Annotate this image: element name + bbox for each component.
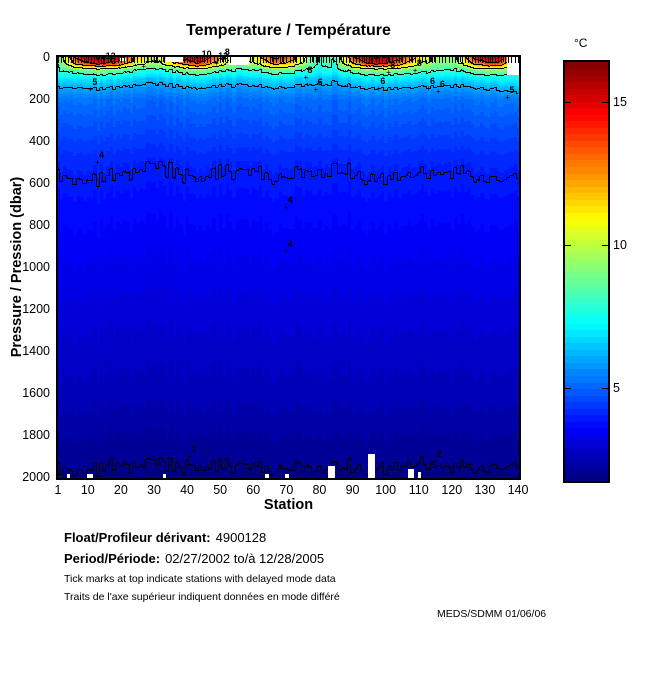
x-tick-label: 120: [441, 483, 463, 497]
contour-label-marker: +: [141, 61, 147, 71]
contour-label: 4: [287, 195, 293, 206]
contour-label: 8: [307, 64, 313, 75]
float-id-value: 4900128: [215, 530, 267, 545]
contour-label-marker: +: [435, 86, 441, 96]
x-tick-label: 80: [312, 483, 327, 497]
y-tick-label: 1400: [22, 344, 50, 358]
contour-label-marker: +: [313, 84, 319, 94]
x-tick-label: 100: [375, 483, 397, 497]
contour-label-marker: +: [187, 452, 193, 461]
period-value: 02/27/2002 to/à 12/28/2005: [165, 551, 325, 566]
contour-label-marker: +: [412, 65, 418, 75]
heatmap-canvas: [58, 57, 519, 478]
y-tick-label: 200: [29, 92, 50, 106]
x-axis-title: Station: [263, 497, 314, 513]
contour-label: 6: [429, 76, 435, 87]
y-tick-label: 0: [43, 50, 50, 64]
contour-label-marker: +: [88, 84, 94, 94]
contour-label: 4: [99, 150, 105, 160]
x-tick-label: 140: [507, 483, 529, 497]
colorbar-canvas: [565, 62, 608, 481]
contour-label: 5: [92, 76, 98, 87]
contour-label-marker: +: [197, 57, 203, 67]
contour-label: 2: [191, 444, 197, 454]
colorbar: [563, 60, 610, 483]
y-tick-label: 1800: [22, 428, 50, 442]
note-french: Traits de l'axe supérieur indiquent donn…: [64, 591, 340, 603]
y-tick-label: 2000: [22, 470, 50, 484]
contour-label: 10: [145, 53, 156, 64]
contour-label-marker: +: [101, 59, 107, 69]
contour-label: 2: [436, 448, 442, 459]
contour-label-marker: +: [505, 92, 511, 102]
colorbar-tick-label: 15: [613, 95, 627, 109]
contour-label: 5: [509, 84, 515, 95]
x-tick-label: 30: [147, 483, 161, 497]
contour-label: 10: [201, 49, 212, 60]
y-tick-label: 800: [29, 218, 50, 232]
contour-label-marker: +: [214, 59, 219, 69]
contour-label-marker: +: [220, 54, 226, 64]
y-tick-label: 1000: [22, 260, 50, 274]
colorbar-tick-label: 5: [613, 381, 620, 395]
y-tick-label: 1600: [22, 386, 50, 400]
x-tick-label: 10: [80, 483, 95, 497]
x-tick-label: 130: [474, 483, 496, 497]
contour-label: 12: [105, 51, 116, 62]
x-tick-label: 60: [246, 483, 261, 497]
y-tick-label: 600: [29, 176, 50, 190]
x-tick-label: 70: [279, 483, 294, 497]
contour-label-marker: +: [303, 72, 309, 82]
contour-label: 4: [287, 239, 293, 250]
float-id-line: Float/Profileur dérivant: 4900128: [64, 530, 266, 545]
colorbar-tick-label: 10: [613, 238, 627, 252]
contour-label-marker: +: [386, 67, 391, 77]
x-tick-label: 40: [180, 483, 195, 497]
contour-label: 6: [317, 76, 323, 87]
colorbar-unit: °C: [574, 36, 588, 50]
chart-title: Temperature / Température: [186, 22, 391, 39]
plot-area: 12 +10 +5 +4 +10 +12 +8 +8 +6 +4 +4 +8 +6 +8 +6 +6 +5 +2 +…: [56, 47, 521, 480]
contour-label: 8: [416, 57, 422, 68]
contour-label-marker: +: [283, 203, 289, 213]
x-tick-label: 20: [113, 483, 128, 497]
contour-label-marker: +: [95, 158, 100, 167]
contour-label: 8: [390, 59, 396, 70]
contour-label: 8: [224, 46, 230, 57]
x-tick-label: 50: [213, 483, 228, 497]
y-tick-label: 1200: [22, 302, 50, 316]
float-id-label: Float/Profileur dérivant:: [64, 530, 211, 545]
contour-label: 6: [439, 78, 445, 89]
note-english: Tick marks at top indicate stations with…: [64, 573, 336, 585]
credit-stamp: MEDS/SDMM 01/06/06: [437, 608, 547, 620]
x-tick-label: 110: [408, 483, 429, 497]
contour-label-marker: +: [425, 84, 431, 94]
x-tick-label: 1: [54, 483, 62, 497]
contour-label-marker: +: [376, 84, 381, 94]
contour-label-marker: +: [432, 456, 438, 466]
y-tick-label: 400: [29, 134, 50, 148]
contour-label: 12: [218, 51, 229, 62]
x-tick-label: 90: [345, 483, 360, 497]
contour-label: 6: [380, 76, 386, 87]
contour-label-marker: +: [283, 247, 289, 257]
period-label: Period/Période:: [64, 551, 161, 566]
period-line: Period/Période: 02/27/2002 to/à 12/28/200…: [64, 551, 324, 566]
